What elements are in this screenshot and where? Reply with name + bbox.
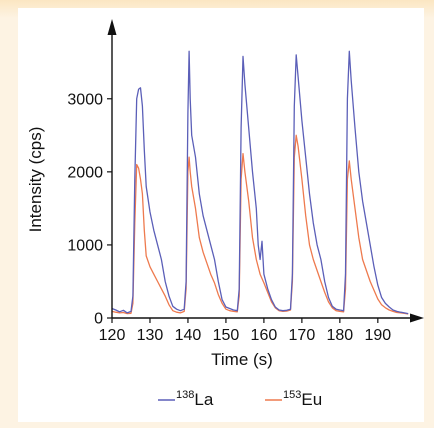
legend: 138La 153Eu [158,389,322,409]
chart: 120 130 140 150 160 170 180 190 0 1000 2000 3000 In… [26,19,424,409]
y-tick-label: 2000 [67,164,103,181]
x-axis-arrow [410,313,424,323]
series-line-la [111,50,409,315]
y-tick-label: 3000 [67,91,103,108]
legend-element-symbol: La [194,390,213,409]
x-axis-title: Time (s) [211,350,273,369]
chart-panel: 120 130 140 150 160 170 180 190 0 1000 2000 3000 In… [18,8,424,422]
x-tick-label: 180 [326,327,353,344]
y-tick-label: 0 [94,311,103,328]
series-line-eu [111,134,409,315]
x-tick-label: 130 [137,327,164,344]
x-tick-label: 160 [251,327,278,344]
x-tick-label: 120 [99,327,126,344]
legend-mass-number: 153 [283,389,301,401]
ticks-layer: 120 130 140 150 160 170 180 190 0 1000 2000 3000 [67,91,391,344]
y-axis-title: Intensity (cps) [26,127,45,233]
legend-element-symbol: Eu [301,390,322,409]
series-layer [111,50,409,315]
legend-label-la: 138La [176,389,214,409]
y-axis-arrow [107,19,117,35]
x-tick-label: 190 [364,327,391,344]
y-tick-label: 1000 [67,237,103,254]
x-tick-label: 170 [289,327,316,344]
x-tick-label: 140 [175,327,202,344]
legend-label-eu: 153Eu [283,389,322,409]
x-tick-label: 150 [213,327,240,344]
legend-mass-number: 138 [176,389,194,401]
